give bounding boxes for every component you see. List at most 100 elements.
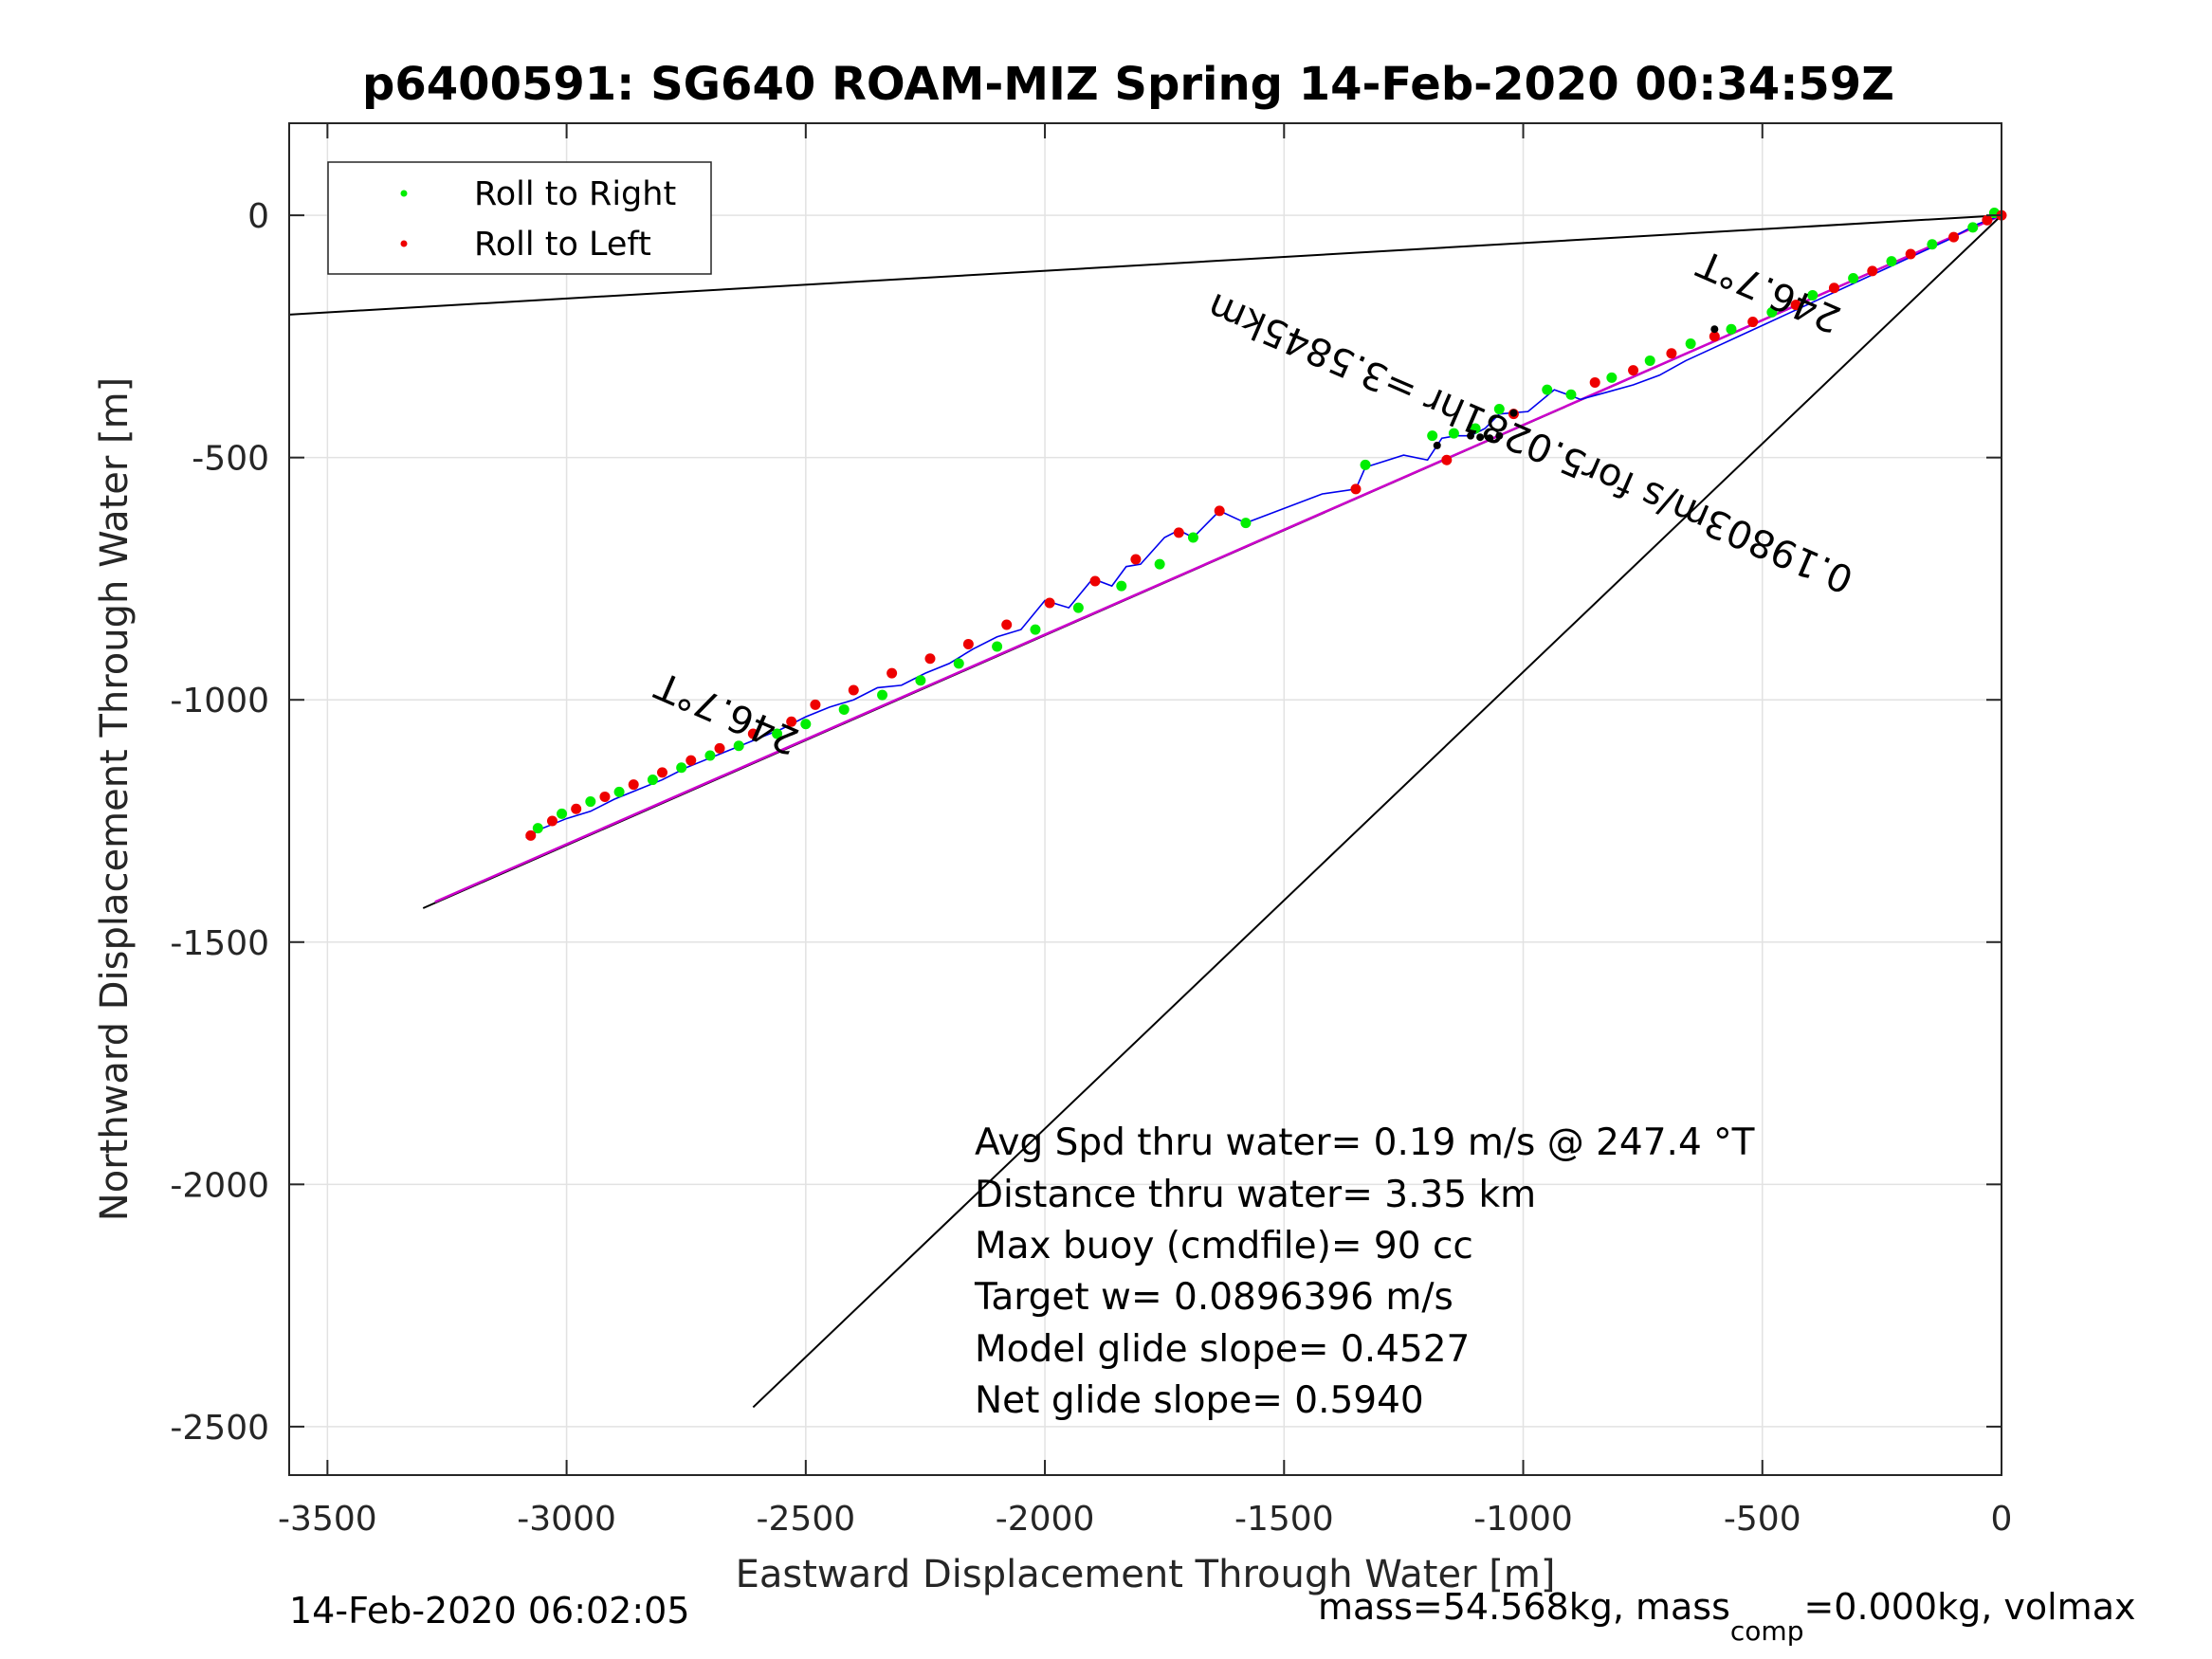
- roll-left-point: [599, 791, 611, 802]
- x-tick-label: -2000: [996, 1500, 1095, 1539]
- roll-left-point: [525, 830, 537, 841]
- roll-right-point: [1493, 404, 1505, 415]
- roll-right-point: [676, 762, 687, 774]
- roll-right-point: [1448, 428, 1459, 439]
- roll-left-point: [686, 755, 697, 766]
- roll-left-point: [1982, 214, 1993, 226]
- legend-marker-roll-left: [400, 240, 408, 247]
- legend-label-roll-right: Roll to Right: [474, 175, 676, 213]
- roll-left-point: [1589, 376, 1600, 388]
- stats-block: Avg Spd thru water= 0.19 m/s @ 247.4 °T …: [974, 1121, 1755, 1422]
- net-displacement: [434, 213, 2002, 903]
- track-sample-point: [1710, 325, 1719, 334]
- roll-right-point: [800, 719, 812, 730]
- roll-left-point: [1709, 331, 1720, 342]
- track-sample-point: [1509, 409, 1518, 417]
- roll-left-point: [1350, 483, 1362, 495]
- footer-mass-prefix: mass=54.568kg, mass: [1318, 1586, 1730, 1628]
- stat-net-glide-slope: Net glide slope= 0.5940: [975, 1379, 1424, 1422]
- roll-left-point: [1628, 365, 1639, 376]
- roll-left-point: [1089, 575, 1101, 587]
- roll-left-point: [571, 803, 582, 814]
- legend-marker-roll-right: [400, 190, 408, 197]
- y-tick-label: -2500: [170, 1409, 269, 1448]
- roll-right-point: [1565, 389, 1577, 400]
- track-sample-point: [1433, 441, 1441, 449]
- roll-right-point: [1427, 430, 1438, 442]
- footer-timestamp: 14-Feb-2020 06:02:05: [289, 1590, 690, 1632]
- y-tick-label: -500: [192, 440, 269, 479]
- track-line: [525, 214, 2002, 839]
- roll-right-point: [1766, 306, 1778, 318]
- roll-right-point: [1470, 423, 1481, 434]
- roll-left-point: [628, 779, 639, 791]
- roll-markers: [525, 208, 2007, 841]
- roll-right-point: [1606, 372, 1618, 383]
- x-tick-label: -3000: [517, 1500, 616, 1539]
- track-sample-point: [1467, 431, 1475, 440]
- roll-right-point: [585, 796, 596, 808]
- roll-right-point: [992, 641, 1003, 652]
- net-displacement-line: [434, 213, 2002, 903]
- roll-right-point: [1807, 289, 1819, 301]
- roll-right-point: [1542, 384, 1553, 395]
- roll-left-point: [1441, 454, 1453, 465]
- roll-right-point: [1030, 624, 1041, 635]
- footer-mass-subscript: comp: [1730, 1615, 1804, 1647]
- roll-right-point: [1685, 338, 1696, 350]
- roll-left-point: [924, 653, 936, 665]
- track-sample-point: [1495, 431, 1504, 440]
- roll-right-point: [704, 750, 716, 761]
- roll-right-point: [1072, 602, 1084, 613]
- roll-right-point: [647, 775, 658, 786]
- x-tick-label: -500: [1724, 1500, 1801, 1539]
- footer-mass: mass=54.568kg, masscomp=0.000kg, volmax: [1318, 1586, 2135, 1647]
- roll-right-point: [733, 740, 744, 752]
- footer-mass-suffix: =0.000kg, volmax: [1803, 1586, 2135, 1628]
- roll-right-point: [877, 689, 888, 701]
- roll-right-point: [1886, 256, 1897, 267]
- roll-left-point: [1666, 348, 1677, 359]
- x-tick-label: -2500: [757, 1500, 856, 1539]
- stat-distance: Distance thru water= 3.35 km: [975, 1174, 1536, 1216]
- roll-left-point: [810, 699, 821, 710]
- roll-right-point: [1927, 239, 1938, 250]
- glider-track: [525, 214, 2002, 839]
- y-tick-label: -2000: [170, 1166, 269, 1205]
- roll-left-point: [1948, 231, 1960, 243]
- reference-line-3: [752, 214, 2002, 1409]
- chart-title: p6400591: SG640 ROAM-MIZ Spring 14-Feb-2…: [362, 58, 1894, 111]
- stat-max-buoy: Max buoy (cmdfile)= 90 cc: [975, 1225, 1473, 1267]
- roll-left-point: [1214, 505, 1225, 517]
- roll-left-point: [656, 767, 667, 778]
- roll-right-point: [1726, 323, 1737, 335]
- reference-line-1: [288, 214, 2002, 316]
- roll-left-point: [962, 638, 974, 649]
- roll-right-point: [1240, 518, 1252, 529]
- stat-target-w: Target w= 0.0896396 m/s: [974, 1276, 1453, 1319]
- y-tick-label: -1000: [170, 682, 269, 720]
- roll-right-point: [838, 703, 850, 715]
- roll-left-point: [786, 716, 797, 727]
- plot-frame: [288, 122, 2002, 1476]
- roll-left-point: [714, 742, 725, 754]
- x-tick-label: -3500: [278, 1500, 377, 1539]
- roll-right-point: [1360, 459, 1371, 470]
- y-axis-label: Northward Displacement Through Water [m]: [93, 377, 137, 1221]
- roll-right-point: [557, 808, 568, 819]
- roll-left-point: [848, 684, 859, 696]
- legend: Roll to Right Roll to Left: [327, 161, 712, 275]
- roll-right-point: [532, 823, 543, 834]
- roll-left-point: [1790, 300, 1801, 311]
- roll-right-point: [1644, 355, 1655, 366]
- y-tick-label: -1500: [170, 924, 269, 963]
- roll-right-point: [1154, 558, 1165, 570]
- legend-label-roll-left: Roll to Left: [474, 226, 651, 264]
- roll-left-point: [1747, 317, 1759, 328]
- roll-left-point: [747, 728, 759, 739]
- roll-left-point: [1905, 248, 1916, 260]
- x-axis-label: Eastward Displacement Through Water [m]: [736, 1553, 1556, 1596]
- roll-left-point: [887, 667, 898, 679]
- plot-background: [289, 123, 2002, 1475]
- x-tick-label: 0: [1991, 1500, 2013, 1539]
